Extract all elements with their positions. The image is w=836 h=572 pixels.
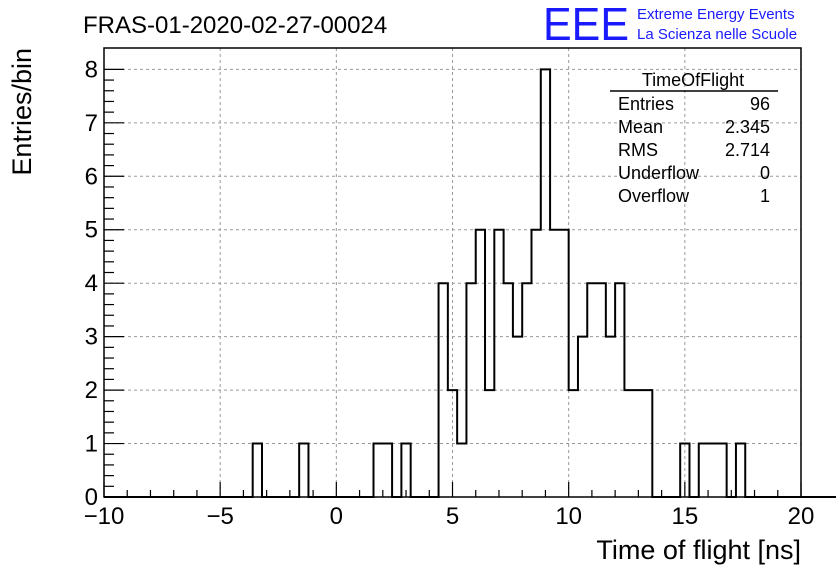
- stats-row: Overflow 1: [618, 186, 770, 206]
- y-tick-labels: 0 1 2 3 4 5 6 7 8: [85, 56, 98, 511]
- stats-title: TimeOfFlight: [642, 70, 744, 90]
- stats-row-value: 0: [760, 163, 770, 183]
- stats-row: RMS 2.714: [618, 140, 770, 160]
- x-tick-label: 20: [788, 503, 815, 530]
- stats-row: Underflow 0: [618, 163, 770, 183]
- y-tick-label: 6: [85, 163, 98, 190]
- y-tick-label: 4: [85, 270, 98, 297]
- x-tick-label: 15: [671, 503, 698, 530]
- y-tick-label: 0: [85, 484, 98, 511]
- x-tick-label: 10: [555, 503, 582, 530]
- stats-row-label: RMS: [618, 140, 658, 160]
- y-tick-label: 8: [85, 56, 98, 83]
- chart-title: FRAS-01-2020-02-27-00024: [83, 12, 387, 39]
- stats-row: Entries 96: [618, 94, 770, 114]
- y-tick-label: 7: [85, 110, 98, 137]
- stats-row-label: Entries: [618, 94, 674, 114]
- y-axis-label: Entries/bin: [7, 48, 37, 176]
- stats-row-value: 2.714: [725, 140, 770, 160]
- axis-ticks: [103, 68, 802, 498]
- eee-logo-line2: La Scienza nelle Scuole: [637, 26, 797, 43]
- stats-row-value: 96: [750, 94, 770, 114]
- stats-row-value: 2.345: [725, 117, 770, 137]
- x-axis-label: Time of flight [ns]: [596, 535, 801, 565]
- grid-lines: [104, 48, 801, 497]
- stats-row-label: Mean: [618, 117, 663, 137]
- x-tick-label: 5: [446, 503, 459, 530]
- x-tick-label: −5: [206, 503, 233, 530]
- eee-logo-mark: EEE: [543, 0, 629, 50]
- stats-row-value: 1: [760, 186, 770, 206]
- histogram-line: [104, 68, 836, 498]
- eee-logo-line1: Extreme Energy Events: [637, 6, 795, 23]
- stats-row-label: Underflow: [618, 163, 700, 183]
- y-tick-label: 3: [85, 324, 98, 351]
- x-tick-labels: −10 −5 0 5 10 15 20: [84, 503, 815, 530]
- y-tick-label: 5: [85, 217, 98, 244]
- stats-row-label: Overflow: [618, 186, 690, 206]
- eee-logo: EEE Extreme Energy Events La Scienza nel…: [543, 0, 797, 50]
- x-tick-label: 0: [330, 503, 343, 530]
- y-tick-label: 1: [85, 431, 98, 458]
- x-tick-label: −10: [84, 503, 125, 530]
- stats-box: TimeOfFlight Entries 96 Mean 2.345 RMS 2.714 U…: [610, 70, 778, 206]
- stats-row: Mean 2.345: [618, 117, 770, 137]
- y-tick-label: 2: [85, 377, 98, 404]
